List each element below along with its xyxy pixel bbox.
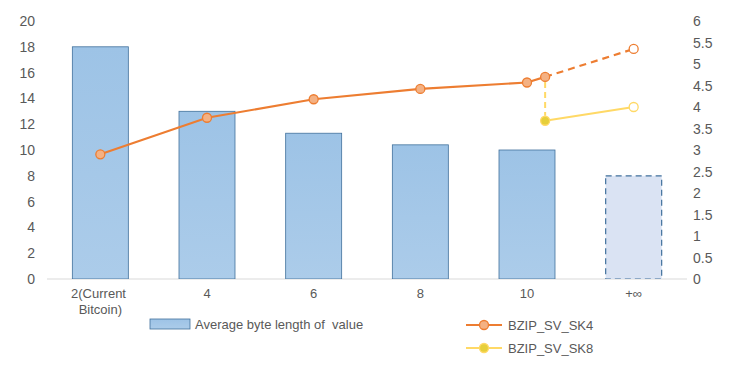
y-tick <box>44 253 47 254</box>
line-marks <box>96 44 638 158</box>
y2-tick <box>687 107 690 108</box>
line-point <box>309 95 318 104</box>
y-tick <box>44 175 47 176</box>
y-tick-label: 20 <box>19 13 35 29</box>
y2-tick-label: 1.5 <box>693 207 713 223</box>
y2-tick-label: 3.5 <box>693 121 713 137</box>
bar <box>606 176 662 279</box>
y2-tick <box>687 21 690 22</box>
x-tick-label: 4 <box>203 286 210 301</box>
line-point <box>629 44 638 53</box>
y-tick-label: 8 <box>27 168 35 184</box>
line-point <box>416 84 425 93</box>
y2-tick <box>687 214 690 215</box>
x-axis-line <box>47 279 687 280</box>
y-tick-label: 18 <box>19 39 35 55</box>
line-point <box>523 78 532 87</box>
y-tick <box>44 279 47 280</box>
y2-tick <box>687 236 690 237</box>
y-tick <box>44 227 47 228</box>
bar <box>392 145 448 279</box>
bar <box>499 150 555 279</box>
line-point <box>203 113 212 122</box>
x-tick-label-line: Bitcoin) <box>79 302 122 317</box>
legend-marker <box>480 344 489 353</box>
legend-swatch <box>150 319 190 329</box>
line-point <box>541 116 550 125</box>
y2-tick-label: 2 <box>693 185 701 201</box>
y-tick <box>44 21 47 22</box>
legend-label: Average byte length of value <box>195 317 363 332</box>
y2-tick-label: 1 <box>693 228 701 244</box>
x-tick-label: 10 <box>520 286 534 301</box>
y2-tick <box>687 279 690 280</box>
y2-tick-label: 5 <box>693 56 701 72</box>
y-tick <box>44 201 47 202</box>
bar <box>72 47 128 279</box>
y2-tick <box>687 193 690 194</box>
x-tick-label: +∞ <box>625 286 642 301</box>
x-tick-label: 8 <box>417 286 424 301</box>
y2-tick-label: 0 <box>693 271 701 287</box>
x-tick-label: 6 <box>310 286 317 301</box>
transition-connector <box>544 82 546 116</box>
legend: Average byte length of value BZIP_SV_SK4 B… <box>150 317 593 356</box>
y-tick-label: 16 <box>19 65 35 81</box>
legend-label: BZIP_SV_SK4 <box>508 318 593 333</box>
y2-tick <box>687 128 690 129</box>
y-tick-label: 2 <box>27 245 35 261</box>
y2-tick-label: 3 <box>693 142 701 158</box>
bar <box>286 133 342 279</box>
y-tick-label: 6 <box>27 194 35 210</box>
line-point <box>541 72 550 81</box>
y2-tick-label: 0.5 <box>693 250 713 266</box>
line-point <box>629 103 638 112</box>
y-tick <box>44 150 47 151</box>
y2-tick <box>687 257 690 258</box>
y2-tick-label: 5.5 <box>693 35 713 51</box>
y2-tick <box>687 85 690 86</box>
legend-label: BZIP_SV_SK8 <box>508 341 593 356</box>
y-axis-line <box>47 21 48 279</box>
y2-tick <box>687 150 690 151</box>
y-tick-label: 4 <box>27 219 35 235</box>
y-tick <box>44 124 47 125</box>
line <box>100 77 545 154</box>
y-tick <box>44 72 47 73</box>
y2-tick-label: 4 <box>693 99 701 115</box>
y-tick-label: 12 <box>19 116 35 132</box>
y2-tick-label: 2.5 <box>693 164 713 180</box>
y-tick <box>44 46 47 47</box>
line <box>545 49 634 77</box>
y2-tick <box>687 42 690 43</box>
line-point <box>96 150 105 159</box>
y-tick <box>44 98 47 99</box>
y2-tick-label: 6 <box>693 13 701 29</box>
line <box>545 107 634 121</box>
x-tick-label: 2(Current Bitcoin) <box>71 286 130 317</box>
legend-marker <box>480 321 489 330</box>
chart: 0 2 4 6 8 10 12 14 16 18 20 0 0.5 1 1.5 2 2.5 3 3.5 4 4.5 5 5.… <box>0 0 735 384</box>
bar <box>179 111 235 279</box>
plot-marks <box>72 47 661 279</box>
y2-tick <box>687 171 690 172</box>
x-tick-label-line: 2(Current <box>71 286 130 301</box>
y-tick-label: 10 <box>19 142 35 158</box>
y-tick-label: 14 <box>19 90 35 106</box>
y-tick-label: 0 <box>27 271 35 287</box>
y2-tick <box>687 64 690 65</box>
y2-tick-label: 4.5 <box>693 78 713 94</box>
